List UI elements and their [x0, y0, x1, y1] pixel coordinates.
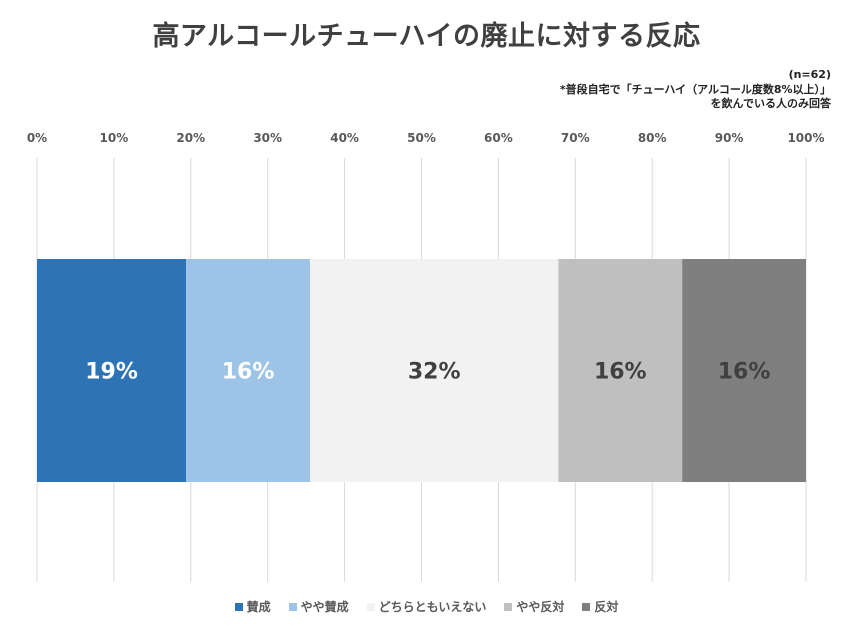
x-tick-label: 30% — [253, 131, 282, 145]
legend-label: 賛成 — [246, 600, 271, 614]
data-label: 32% — [408, 360, 461, 385]
x-tick-label: 50% — [407, 131, 436, 145]
bar-segment — [309, 259, 559, 482]
x-tick-label: 100% — [787, 131, 824, 145]
bar-segments — [37, 259, 806, 482]
bar-segment — [186, 259, 310, 482]
data-labels: 19% 16% 32% 16% 16% — [85, 360, 770, 385]
data-label: 19% — [85, 360, 138, 385]
x-tick-label: 70% — [561, 131, 590, 145]
legend-label: やや反対 — [516, 600, 565, 614]
legend-label: 反対 — [594, 600, 619, 614]
data-label: 16% — [594, 360, 647, 385]
x-tick-label: 10% — [100, 131, 129, 145]
legend-label: どちらともいえない — [378, 600, 487, 614]
legend-swatch — [582, 602, 591, 611]
legend-swatch — [288, 602, 297, 611]
footnote-line-1: *普段自宅で「チューハイ（アルコール度数8%以上）」 — [559, 83, 831, 96]
footnote-line-2: を飲んでいる人のみ回答 — [710, 97, 831, 110]
data-label: 16% — [718, 360, 771, 385]
legend-swatch — [366, 602, 375, 611]
bar-segment — [37, 259, 187, 482]
legend: 賛成 やや賛成 どちらともいえない やや反対 反対 — [0, 598, 853, 615]
x-tick-label: 0% — [27, 131, 47, 145]
x-axis-ticks: 0% 10% 20% 30% 40% 50% 60% 70% 80% 90% 100% — [27, 131, 825, 145]
legend-item: 反対 — [582, 598, 618, 615]
legend-item: やや反対 — [504, 598, 564, 615]
x-tick-label: 80% — [638, 131, 667, 145]
x-tick-label: 20% — [176, 131, 205, 145]
legend-item: どちらともいえない — [366, 598, 487, 615]
sample-size-note: (n=62) — [788, 68, 831, 81]
bar-segment — [558, 259, 683, 482]
x-tick-label: 60% — [484, 131, 513, 145]
data-label: 16% — [222, 360, 275, 385]
chart-title: 高アルコールチューハイの廃止に対する反応 — [152, 21, 701, 52]
legend-item: 賛成 — [234, 598, 271, 615]
bar-segment — [682, 259, 806, 482]
x-tick-label: 40% — [330, 131, 359, 145]
legend-swatch — [234, 602, 243, 611]
legend-label: やや賛成 — [300, 600, 349, 614]
x-tick-label: 90% — [715, 131, 744, 145]
legend-swatch — [504, 602, 513, 611]
legend-item: やや賛成 — [288, 598, 349, 615]
